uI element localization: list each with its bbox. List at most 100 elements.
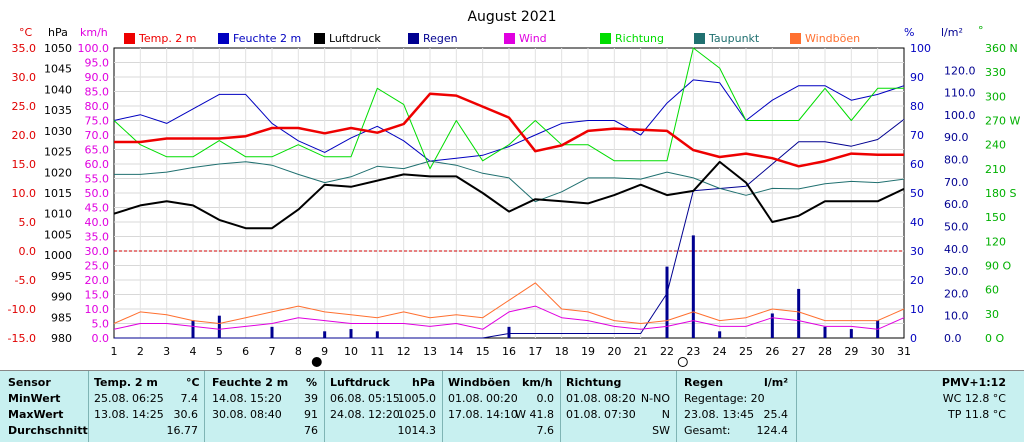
temp-tick-label: 20.0 [12, 129, 37, 142]
legend-swatch [694, 33, 705, 44]
legend-label: Taupunkt [708, 32, 760, 45]
rain-bar [349, 329, 353, 338]
x-tick-label: 9 [321, 345, 328, 358]
pressure-tick-label: 1035 [44, 104, 72, 117]
humidity-unit-label: % [904, 26, 914, 39]
wind-tick-label: 60.0 [85, 158, 110, 171]
series-line-feuchte-2-m [113, 79, 905, 162]
x-tick-label: 26 [765, 345, 779, 358]
humidity-min-value: 39 [304, 392, 318, 405]
pressure-unit-label: hPa [48, 26, 68, 39]
temp-tick-label: 5.0 [19, 216, 37, 229]
temp-min-time: 06:25 [132, 392, 164, 405]
rain-tick-label: 30.0 [944, 265, 969, 278]
x-tick-label: 24 [713, 345, 727, 358]
x-tick-label: 28 [818, 345, 832, 358]
weather-chart: August 2021-15.0-10.0-5.00.05.010.015.02… [8, 9, 1020, 367]
temp-tick-label: 25.0 [12, 100, 37, 113]
pressure-tick-label: 1000 [44, 249, 72, 262]
legend-swatch [314, 33, 325, 44]
new-moon-icon [677, 357, 688, 367]
pressure-tick-label: 1050 [44, 42, 72, 55]
direction-tick-label: 120 [985, 235, 1006, 248]
temp-tick-label: 15.0 [12, 158, 37, 171]
x-tick-label: 25 [739, 345, 753, 358]
pressure-tick-label: 1020 [44, 166, 72, 179]
wind-tick-label: 10.0 [85, 303, 110, 316]
direction-tick-label: 150 [985, 211, 1006, 224]
temp-tick-label: -10.0 [8, 303, 36, 316]
gust-max-value: W 41.8 [515, 408, 554, 421]
wind-tick-label: 0.0 [92, 332, 110, 345]
wind-chill-value: WC 12.8 °C [942, 392, 1006, 405]
row-label-min: MinWert [8, 392, 61, 405]
direction-max-value: N [661, 408, 670, 421]
x-tick-label: 20 [607, 345, 621, 358]
series-line-luftdruck [113, 160, 905, 230]
wind-tick-label: 90.0 [85, 71, 110, 84]
x-tick-label: 30 [871, 345, 885, 358]
rain-bar [217, 315, 221, 338]
rain-total-value: 124.4 [756, 424, 789, 437]
humidity-avg-value: 76 [304, 424, 318, 437]
wind-unit-label: km/h [80, 26, 108, 39]
rain-bar [665, 266, 669, 338]
rain-tick-label: 90.0 [944, 131, 969, 144]
wind-tick-label: 45.0 [85, 202, 110, 215]
humidity-min-time: 15:20 [250, 392, 282, 405]
temp-max-date: 13.08. [94, 408, 129, 421]
x-tick-label: 29 [844, 345, 858, 358]
direction-tick-label: 300 [985, 90, 1006, 103]
series-line-richtung [113, 47, 904, 170]
wind-tick-label: 35.0 [85, 231, 110, 244]
direction-tick-label: 60 [985, 284, 999, 297]
legend-label: Wind [519, 32, 547, 45]
temp-tick-label: -5.0 [15, 274, 36, 287]
direction-header: Richtung [566, 376, 622, 389]
humidity-tick-label: 30 [910, 245, 924, 258]
legend-label: Luftdruck [329, 32, 381, 45]
wind-tick-label: 15.0 [85, 289, 110, 302]
x-tick-label: 21 [634, 345, 648, 358]
rain-tick-label: 20.0 [944, 287, 969, 300]
rain-bar [323, 331, 327, 338]
humidity-tick-label: 50 [910, 187, 924, 200]
series-line-taupunkt [114, 160, 905, 203]
x-tick-label: 16 [502, 345, 516, 358]
x-tick-label: 27 [792, 345, 806, 358]
gust-min-date: 01.08. [448, 392, 483, 405]
x-tick-label: 13 [423, 345, 437, 358]
wind-tick-label: 65.0 [85, 144, 110, 157]
pressure-min-value: 1005.0 [397, 392, 437, 405]
rain-bar [270, 326, 274, 338]
pressure-min-date: 06.08. [330, 392, 365, 405]
rain-total-label: Gesamt: [684, 424, 731, 437]
rain-tick-label: 60.0 [944, 198, 969, 211]
gust-min-time: 00:20 [486, 392, 518, 405]
pressure-min-time: 05:15 [368, 392, 400, 405]
pressure-max-date: 24.08. [330, 408, 365, 421]
pressure-unit: hPa [412, 376, 436, 389]
row-label-avg: Durchschnitt [8, 424, 88, 437]
humidity-unit: % [306, 376, 318, 389]
x-tick-label: 10 [344, 345, 358, 358]
pressure-max-time: 12:20 [368, 408, 400, 421]
humidity-max-time: 08:40 [250, 408, 282, 421]
pressure-tick-label: 990 [51, 291, 72, 304]
rain-tick-label: 70.0 [944, 176, 969, 189]
temp-unit-label: °C [19, 26, 33, 39]
rain-tick-label: 40.0 [944, 243, 969, 256]
temp-tick-label: -15.0 [8, 332, 36, 345]
wind-tick-label: 40.0 [85, 216, 110, 229]
humidity-tick-label: 100 [910, 42, 931, 55]
x-tick-label: 1 [111, 345, 118, 358]
legend-swatch [790, 33, 801, 44]
pressure-header: Luftdruck [330, 376, 390, 389]
x-tick-label: 7 [269, 345, 276, 358]
wind-tick-label: 25.0 [85, 260, 110, 273]
x-tick-label: 23 [686, 345, 700, 358]
x-tick-label: 3 [163, 345, 170, 358]
x-tick-label: 12 [397, 345, 411, 358]
pressure-tick-label: 1005 [44, 228, 72, 241]
chart-title: August 2021 [467, 9, 556, 25]
